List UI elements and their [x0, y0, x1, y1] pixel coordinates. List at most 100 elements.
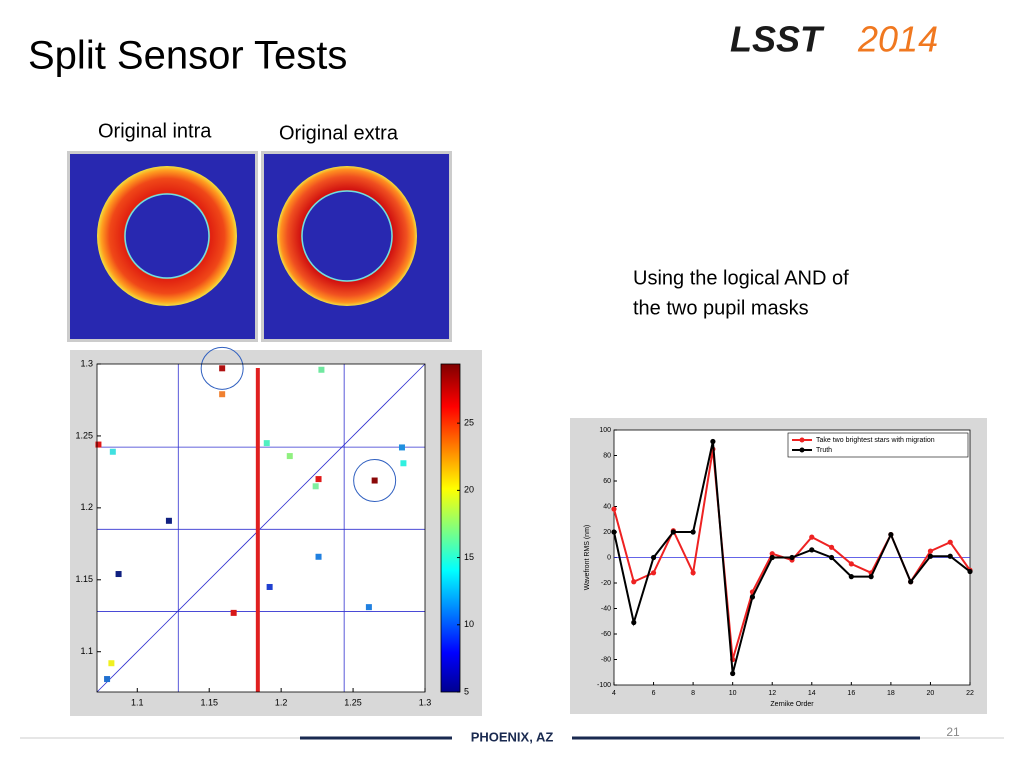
y-tick-label: 40: [603, 503, 611, 510]
scatter-point: [365, 604, 372, 611]
series-point: [809, 534, 815, 540]
page-number: 21: [946, 725, 960, 739]
series-point: [868, 574, 874, 580]
scatter-point: [312, 483, 319, 490]
series-point: [927, 548, 934, 554]
scatter-point: [371, 477, 378, 484]
pupil-image: [67, 151, 258, 342]
image-label: Original extra: [279, 122, 399, 144]
y-tick-label: -80: [601, 656, 611, 663]
scatter-point: [115, 571, 122, 578]
y-tick-label: 20: [603, 529, 611, 536]
x-tick-label: 10: [729, 690, 737, 697]
x-tick-label: 1.1: [131, 697, 144, 707]
series-point: [927, 553, 934, 559]
y-tick-label: -20: [601, 580, 611, 587]
x-axis-label: Zernike Order: [770, 701, 814, 708]
legend-label: Take two brightest stars with migration: [816, 437, 935, 444]
series-point: [809, 547, 815, 553]
y-tick-label: -40: [601, 605, 611, 612]
logo-right: 2014: [857, 19, 938, 60]
y-tick-label: 1.2: [80, 502, 93, 512]
scatter-point: [219, 391, 226, 398]
slide-title: Split Sensor Tests: [28, 34, 347, 78]
x-tick-label: 22: [966, 690, 974, 697]
x-tick-label: 18: [887, 690, 895, 697]
series-point: [828, 544, 835, 550]
scatter-point: [95, 441, 102, 448]
scatter-point: [318, 366, 325, 373]
y-tick-label: 1.3: [80, 358, 93, 368]
y-tick-label: 1.15: [75, 574, 93, 584]
y-tick-label: 0: [607, 554, 611, 561]
series-point: [947, 539, 953, 545]
scatter-point: [315, 476, 322, 483]
x-tick-label: 1.25: [344, 697, 362, 707]
x-tick-label: 8: [691, 690, 695, 697]
scatter-point: [108, 660, 115, 667]
x-tick-label: 16: [847, 690, 855, 697]
x-tick-label: 4: [612, 690, 616, 697]
series-point: [749, 594, 756, 600]
scatter-point: [219, 365, 226, 372]
series-point: [631, 619, 637, 626]
scatter-point: [165, 517, 172, 524]
y-tick-label: 60: [603, 478, 611, 485]
x-tick-label: 1.15: [200, 697, 218, 707]
y-tick-label: 80: [603, 452, 611, 459]
series-point: [789, 554, 795, 561]
scatter-point: [266, 583, 273, 590]
y-tick-label: -60: [601, 631, 611, 638]
series-point: [769, 554, 775, 561]
series-point: [690, 570, 696, 576]
x-tick-label: 1.3: [419, 697, 432, 707]
series-point: [631, 579, 637, 585]
series-point: [710, 438, 716, 445]
series-point: [611, 506, 617, 512]
scatter-point: [109, 448, 116, 455]
logo-left: LSST: [730, 19, 825, 60]
series-point: [769, 551, 775, 557]
legend: [787, 432, 969, 458]
scatter-point: [286, 453, 293, 460]
y-tick-label: 1.1: [80, 646, 93, 656]
y-axis-label: Wavefront RMS (nm): [584, 525, 591, 590]
series-point: [848, 561, 854, 567]
plot-frame: [96, 363, 426, 693]
note-text: the two pupil masks: [633, 297, 809, 319]
series-point: [730, 670, 736, 677]
colorbar: [440, 363, 461, 693]
colorbar-tick-label: 25: [464, 418, 474, 428]
series-point: [670, 529, 676, 535]
scatter-point: [263, 440, 270, 447]
series-point: [908, 579, 914, 585]
footer-text: PHOENIX, AZ: [471, 729, 554, 744]
series-point: [650, 554, 657, 561]
series-point: [848, 574, 854, 580]
image-label: Original intra: [98, 120, 212, 142]
scatter-point: [104, 676, 111, 683]
diagonal-line: [96, 363, 426, 693]
scatter-point: [230, 609, 237, 616]
y-tick-label: 100: [599, 427, 611, 434]
series-point: [690, 529, 696, 535]
legend-marker: [799, 447, 805, 453]
series-point: [611, 529, 617, 535]
scatter-point: [400, 460, 407, 467]
series-point: [828, 554, 835, 561]
series-point: [967, 568, 973, 575]
colorbar-tick-label: 10: [464, 619, 474, 629]
footer: PHOENIX, AZ 21: [20, 725, 1004, 744]
colorbar-tick-label: 5: [464, 686, 469, 696]
x-tick-label: 20: [927, 690, 935, 697]
series-point: [888, 531, 894, 538]
colorbar-tick-label: 20: [464, 485, 474, 495]
x-tick-label: 6: [652, 690, 656, 697]
pupil-image: [261, 151, 452, 342]
y-tick-label: 1.25: [75, 430, 93, 440]
legend-marker: [799, 437, 805, 443]
y-tick-label: -100: [597, 682, 611, 689]
logo: LSST 2014: [730, 19, 938, 60]
legend-label: Truth: [816, 447, 832, 454]
